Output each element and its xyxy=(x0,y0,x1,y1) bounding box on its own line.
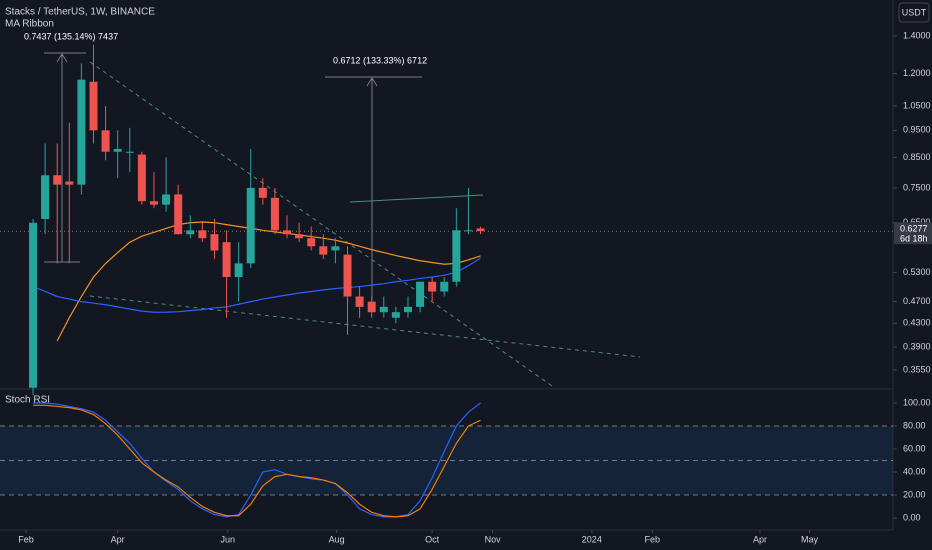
candle-body xyxy=(416,281,425,307)
candle-body xyxy=(331,246,340,251)
y-tick-label: 1.0500 xyxy=(903,100,931,110)
y-tick-label: 100.00 xyxy=(903,397,931,407)
stoch-line xyxy=(33,402,481,518)
y-tick-label: 0.6500 xyxy=(903,217,931,227)
candle-body xyxy=(258,187,267,198)
candle-body xyxy=(113,148,122,152)
candle-body xyxy=(65,181,74,185)
candle-body xyxy=(246,187,255,264)
measure-label: 0.7437 (135.14%) 7437 xyxy=(24,31,118,41)
measure-arrow xyxy=(56,53,68,63)
candle-body xyxy=(125,151,134,153)
indicator-title: Stoch RSI xyxy=(5,395,50,406)
candle-body xyxy=(210,234,219,251)
y-tick-label: 0.00 xyxy=(903,512,921,522)
y-tick-label: 0.4700 xyxy=(903,296,931,306)
candle-body xyxy=(452,230,461,282)
candle-body xyxy=(476,228,485,232)
candle-body xyxy=(41,175,50,219)
candle-body xyxy=(464,230,473,232)
candle-body xyxy=(343,254,352,297)
x-tick-label: Apr xyxy=(753,534,767,544)
candle-body xyxy=(307,238,316,247)
moving-average xyxy=(56,221,481,342)
indicator-label: MA Ribbon xyxy=(5,19,54,30)
x-tick-label: Aug xyxy=(329,534,345,544)
x-tick-label: Apr xyxy=(111,534,125,544)
moving-average xyxy=(32,257,481,313)
candle-body xyxy=(149,201,158,205)
candle-body xyxy=(428,281,437,292)
candle-body xyxy=(319,246,328,255)
y-tick-label: 60.00 xyxy=(903,443,926,453)
candle-body xyxy=(29,222,38,388)
candle-body xyxy=(77,79,86,185)
candle-body xyxy=(101,130,110,152)
y-tick-label: 0.3550 xyxy=(903,364,931,374)
trend-line xyxy=(89,61,556,389)
x-tick-label: Feb xyxy=(645,534,661,544)
x-tick-label: 2024 xyxy=(582,534,602,544)
y-tick-label: 1.2000 xyxy=(903,68,931,78)
y-tick-label: 0.4300 xyxy=(903,318,931,328)
x-tick-label: Jun xyxy=(220,534,235,544)
candle-body xyxy=(174,194,183,235)
measure-arrow xyxy=(366,77,378,87)
candle-body xyxy=(137,154,146,202)
y-tick-label: 0.5300 xyxy=(903,267,931,277)
y-tick-label: 40.00 xyxy=(903,466,926,476)
y-tick-label: 0.8500 xyxy=(903,152,931,162)
candle-body xyxy=(234,263,243,278)
candle-body xyxy=(295,234,304,239)
candle-body xyxy=(440,281,449,292)
last-price-label: 0.6277 xyxy=(900,224,928,234)
candle-body xyxy=(89,81,98,131)
y-tick-label: 0.3900 xyxy=(903,341,931,351)
x-tick-label: Feb xyxy=(18,534,34,544)
y-tick-label: 0.9500 xyxy=(903,125,931,135)
candle-body xyxy=(222,242,231,278)
candle-body xyxy=(186,230,195,235)
candle-body xyxy=(403,306,412,313)
stoch-line xyxy=(33,404,481,518)
candle-body xyxy=(379,306,388,313)
candle-body xyxy=(391,312,400,318)
candle-body xyxy=(355,296,364,307)
last-price-box xyxy=(894,222,932,245)
candle-body xyxy=(53,175,62,185)
candle-body xyxy=(162,194,171,205)
candle-body xyxy=(283,230,292,235)
currency-label[interactable]: USDT xyxy=(902,7,927,17)
y-tick-label: 0.7500 xyxy=(903,182,931,192)
symbol-title: Stacks / TetherUS, 1W, BINANCE xyxy=(5,7,155,18)
countdown-label: 6d 18h xyxy=(900,234,928,244)
candle-body xyxy=(270,197,279,231)
currency-button[interactable] xyxy=(898,2,930,23)
y-tick-label: 1.4000 xyxy=(903,30,931,40)
measure-label: 0.6712 (133.33%) 6712 xyxy=(333,55,427,65)
candle-body xyxy=(198,230,207,239)
y-tick-label: 80.00 xyxy=(903,420,926,430)
x-tick-label: Oct xyxy=(425,534,440,544)
y-tick-label: 20.00 xyxy=(903,489,926,499)
x-tick-label: Nov xyxy=(485,534,502,544)
x-tick-label: May xyxy=(801,534,819,544)
candle-body xyxy=(367,301,376,313)
